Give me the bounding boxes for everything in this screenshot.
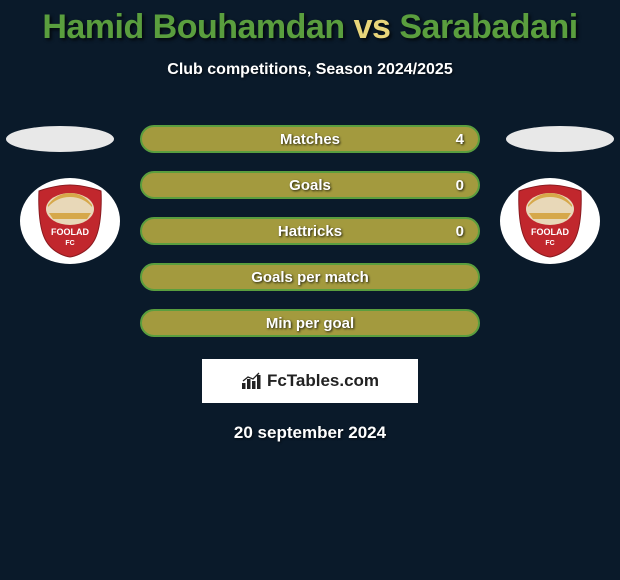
stat-label: Min per goal bbox=[266, 315, 354, 332]
player1-photo-placeholder bbox=[6, 126, 114, 152]
brand-box: FcTables.com bbox=[202, 359, 418, 403]
stat-row-min-per-goal: Min per goal bbox=[140, 309, 480, 337]
stat-row-matches: Matches 4 bbox=[140, 125, 480, 153]
stat-value: 4 bbox=[456, 131, 464, 148]
subtitle: Club competitions, Season 2024/2025 bbox=[0, 61, 620, 79]
stat-row-goals-per-match: Goals per match bbox=[140, 263, 480, 291]
stat-row-hattricks: Hattricks 0 bbox=[140, 217, 480, 245]
svg-text:FC: FC bbox=[65, 240, 74, 247]
stat-label: Matches bbox=[280, 131, 340, 148]
stat-label: Goals bbox=[289, 177, 331, 194]
player2-club-badge: FOOLAD FC bbox=[500, 178, 600, 264]
player2-photo-placeholder bbox=[506, 126, 614, 152]
svg-text:FC: FC bbox=[545, 240, 554, 247]
foolad-crest-icon: FOOLAD FC bbox=[35, 183, 105, 259]
vs-text: vs bbox=[354, 8, 391, 46]
stat-value: 0 bbox=[456, 223, 464, 240]
stat-row-goals: Goals 0 bbox=[140, 171, 480, 199]
stat-label: Hattricks bbox=[278, 223, 342, 240]
player1-name: Hamid Bouhamdan bbox=[42, 8, 344, 46]
player1-club-badge: FOOLAD FC bbox=[20, 178, 120, 264]
svg-text:FOOLAD: FOOLAD bbox=[51, 227, 89, 237]
stat-value: 0 bbox=[456, 177, 464, 194]
stat-label: Goals per match bbox=[251, 269, 369, 286]
svg-text:FOOLAD: FOOLAD bbox=[531, 227, 569, 237]
player2-name: Sarabadani bbox=[399, 8, 577, 46]
brand-text: FcTables.com bbox=[267, 371, 379, 391]
date: 20 september 2024 bbox=[0, 423, 620, 443]
bar-chart-icon bbox=[241, 372, 263, 390]
page-title: Hamid Bouhamdan vs Sarabadani bbox=[0, 0, 620, 47]
foolad-crest-icon: FOOLAD FC bbox=[515, 183, 585, 259]
